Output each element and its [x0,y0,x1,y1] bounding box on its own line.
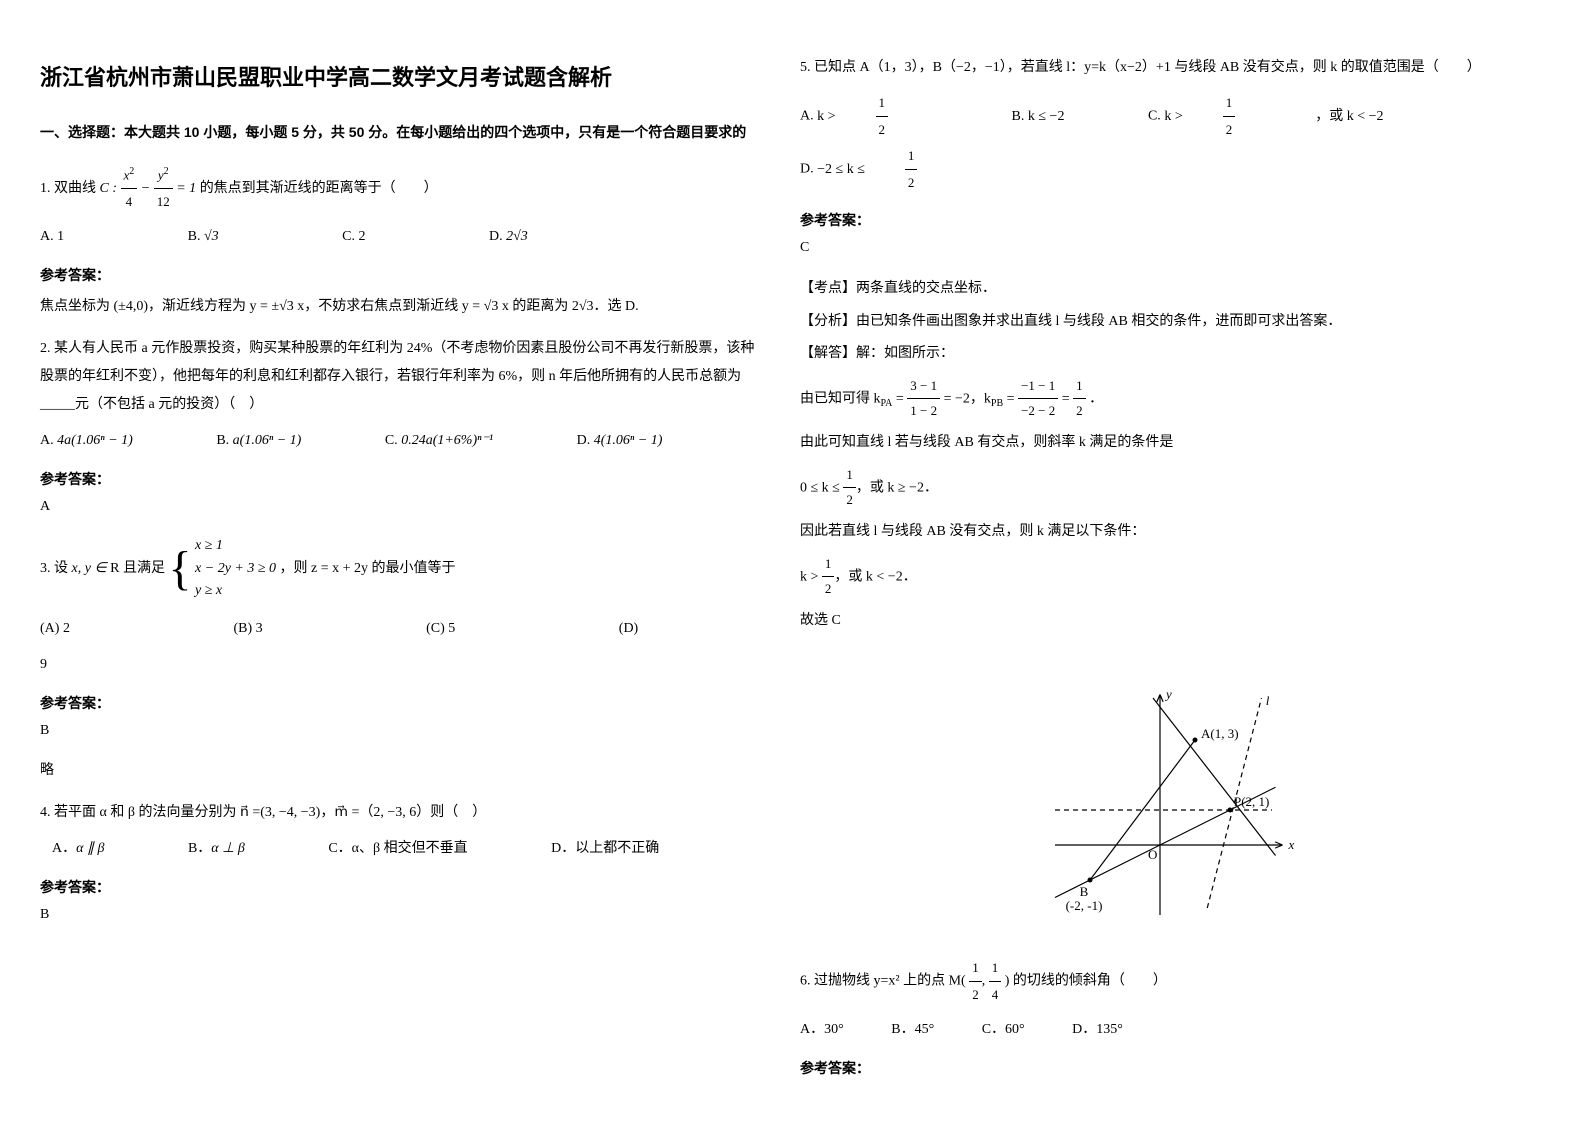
q1-formula: C : x24 − y212 = 1 [100,181,200,196]
q4-opt-d: D．以上都不正确 [551,835,699,863]
q4-options: A．α ∥ β B．α ⊥ β C．α、β 相交但不垂直 D．以上都不正确 [52,835,760,863]
svg-text:y: y [1164,686,1172,701]
q4-opt-a: A．α ∥ β [52,835,144,863]
q5-opt-d: D. −2 ≤ k ≤ 12 [800,143,997,196]
q5-answer-label: 参考答案： [800,210,1520,230]
q3-note: 略 [40,759,760,779]
q1-opt-a: A. 1 [40,223,124,251]
left-column: 浙江省杭州市萧山民盟职业中学高二数学文月考试题含解析 一、选择题：本大题共 10… [40,40,760,1088]
q3-text-after: ，则 z = x + 2y 的最小值等于 [280,561,456,576]
q5-text: 5. 已知点 A（1，3），B（−2，−1），若直线 l：y=k（x−2）+1 … [800,60,1481,75]
svg-text:B: B [1080,884,1089,899]
q3-text-mid: R 且满足 [110,561,168,576]
q3-answer-label: 参考答案： [40,693,760,713]
q5-answer: C [800,240,1520,256]
q1-opt-b: B. √3 [188,223,279,251]
q4-opt-c: C．α、β 相交但不垂直 [328,835,507,863]
q3-opt-c: (C) 5 [426,615,495,643]
q5-solve-line5: k > 12，或 k < −2． [800,552,1520,602]
q5-diagram: xyOlA(1, 3)P(2, 1)B(-2, -1) [1010,655,1310,935]
q6-opt-b: B．45° [891,1016,974,1044]
q3-xy: x, y ∈ [72,561,107,576]
q5-solve-line2: 由此可知直线 l 若与线段 AB 有交点，则斜率 k 满足的条件是 [800,430,1520,457]
point-label: 【考点】 [800,281,856,296]
analysis-label: 【分析】 [800,314,856,329]
q3-options: (A) 2 (B) 3 (C) 5 (D) [40,615,760,643]
q4-answer: B [40,907,760,923]
q4-opt-b: B．α ⊥ β [188,835,285,863]
q6-text-before: 6. 过抛物线 y=x² 上的点 M( [800,973,969,988]
q1-text-before: 1. 双曲线 [40,181,100,196]
q2-opt-c: C. 0.24a(1+6%)ⁿ⁻¹ [385,427,533,455]
q5-solve-intro: 【解答】解：如图所示： [800,341,1520,368]
q5-point: 【考点】两条直线的交点坐标． [800,276,1520,303]
q2-opt-a: A. 4a(1.06ⁿ − 1) [40,427,173,455]
q1-text-after: 的焦点到其渐近线的距离等于（ ） [200,181,438,196]
q1-options: A. 1 B. √3 C. 2 D. 2√3 [40,223,760,251]
q3-answer: B [40,723,760,739]
question-6: 6. 过抛物线 y=x² 上的点 M( 12, 14 ) 的切线的倾斜角（ ） … [800,955,1520,1044]
q3-opt-d: (D) [619,615,638,643]
q6-text-after: ) 的切线的倾斜角（ ） [1005,973,1167,988]
q2-text: 2. 某人有人民币 a 元作股票投资，购买某种股票的年红利为 24%（不考虑物价… [40,341,754,412]
page-title: 浙江省杭州市萧山民盟职业中学高二数学文月考试题含解析 [40,60,760,92]
q5-opt-b: B. k ≤ −2 [1012,103,1105,131]
q1-opt-d: D. 2√3 [489,223,588,251]
question-1: 1. 双曲线 C : x24 − y212 = 1 的焦点到其渐近线的距离等于（… [40,162,760,251]
q1-answer-label: 参考答案： [40,265,760,285]
q3-text-before: 3. 设 [40,561,72,576]
q5-opt-c: C. k > 12，或 k < −2 [1148,90,1424,143]
q6-opt-d: D．135° [1072,1016,1163,1044]
q3-opt-d-value: 9 [40,651,760,679]
q1-opt-c: C. 2 [342,223,425,251]
q5-solve-line3: 0 ≤ k ≤ 12，或 k ≥ −2． [800,463,1520,513]
q5-options: A. k > 12 B. k ≤ −2 C. k > 12，或 k < −2 D… [800,90,1520,196]
q6-answer-label: 参考答案： [800,1058,1520,1078]
q4-answer-label: 参考答案： [40,877,760,897]
q2-answer-label: 参考答案： [40,469,760,489]
svg-text:x: x [1288,837,1295,852]
q4-text: 4. 若平面 α 和 β 的法向量分别为 n⃗ =(3, −4, −3)，m⃗ … [40,805,486,820]
svg-text:A(1, 3): A(1, 3) [1201,726,1239,741]
q2-answer: A [40,499,760,515]
q5-analysis: 【分析】由已知条件画出图象并求出直线 l 与线段 AB 相交的条件，进而即可求出… [800,309,1520,336]
question-3: 3. 设 x, y ∈ R 且满足 { x ≥ 1 x − 2y + 3 ≥ 0… [40,535,760,678]
right-column: 5. 已知点 A（1，3），B（−2，−1），若直线 l：y=k（x−2）+1 … [800,40,1520,1088]
question-5: 5. 已知点 A（1，3），B（−2，−1），若直线 l：y=k（x−2）+1 … [800,54,1520,196]
q3-opt-a: (A) 2 [40,615,110,643]
q3-opt-b: (B) 3 [233,615,302,643]
q5-opt-a: A. k > 12 [800,90,968,143]
svg-text:l: l [1266,693,1270,708]
question-2: 2. 某人有人民币 a 元作股票投资，购买某种股票的年红利为 24%（不考虑物价… [40,335,760,455]
q6-opt-c: C．60° [982,1016,1065,1044]
svg-text:(-2, -1): (-2, -1) [1066,898,1103,913]
q2-opt-b: B. a(1.06ⁿ − 1) [216,427,341,455]
q2-opt-d: D. 4(1.06ⁿ − 1) [577,427,703,455]
question-4: 4. 若平面 α 和 β 的法向量分别为 n⃗ =(3, −4, −3)，m⃗ … [40,799,760,863]
q5-solve-line6: 故选 C [800,608,1520,635]
svg-text:P(2, 1): P(2, 1) [1234,794,1269,809]
solve-label: 【解答】 [800,346,856,361]
brace-icon: { [168,550,191,588]
q5-solve-line4: 因此若直线 l 与线段 AB 没有交点，则 k 满足以下条件： [800,519,1520,546]
q2-options: A. 4a(1.06ⁿ − 1) B. a(1.06ⁿ − 1) C. 0.24… [40,427,760,455]
q1-answer: 焦点坐标为 (±4,0)，渐近线方程为 y = ±√3 x，不妨求右焦点到渐近线… [40,295,760,315]
q6-options: A．30° B．45° C．60° D．135° [800,1016,1520,1044]
q5-solve-line1: 由已知可得 kPA = 3 − 11 − 2 = −2，kPB = −1 − 1… [800,374,1520,424]
section-instruction: 一、选择题：本大题共 10 小题，每小题 5 分，共 50 分。在每小题给出的四… [40,122,760,142]
q6-opt-a: A．30° [800,1016,884,1044]
q3-constraints: x ≥ 1 x − 2y + 3 ≥ 0 y ≥ x [195,535,276,602]
